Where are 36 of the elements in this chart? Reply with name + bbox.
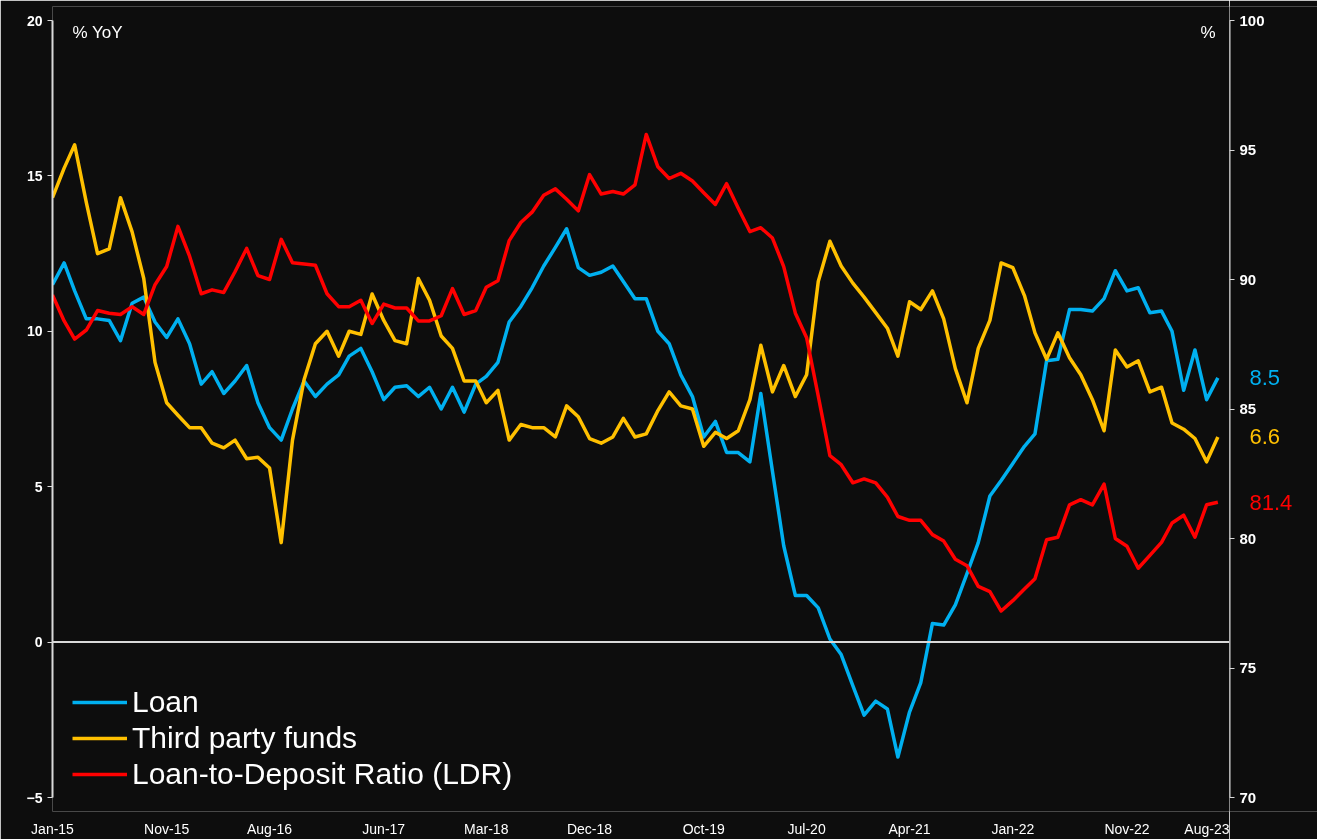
data-label: 8.5 xyxy=(1249,365,1281,391)
x-tick-label: Dec-18 xyxy=(566,820,613,837)
x-tick-label: Nov-15 xyxy=(144,820,190,837)
y-tick-label: 20 xyxy=(26,12,43,29)
y-tick-label: 10 xyxy=(26,323,43,340)
x-tick-label: Nov-22 xyxy=(1104,820,1150,837)
line-series xyxy=(52,143,1220,545)
y2-tick-label: 80 xyxy=(1239,529,1257,547)
x-tick-label: Jan-15 xyxy=(31,820,75,837)
y-tick-label: 5 xyxy=(34,478,43,495)
x-tick-label: Jul-20 xyxy=(787,820,826,837)
x-tick-label: Oct-19 xyxy=(682,820,725,837)
x-tick-label: Jan-22 xyxy=(991,820,1035,837)
line-series xyxy=(52,132,1220,613)
y2-tick-label: 100 xyxy=(1239,11,1265,29)
x-tick-label: Mar-18 xyxy=(464,820,509,837)
x-tick-label: Jun-17 xyxy=(362,820,406,837)
y2-tick-label: 95 xyxy=(1239,141,1257,158)
y-tick-label: 15 xyxy=(26,167,43,184)
x-tick-label: Aug-23 xyxy=(1184,820,1230,837)
legend-label: Loan xyxy=(132,685,199,719)
legend-label: Loan-to-Deposit Ratio (LDR) xyxy=(132,757,513,791)
x-tick-label: Apr-21 xyxy=(888,820,931,837)
y-tick-label: −5 xyxy=(26,789,43,806)
y-axis-title: % YoY xyxy=(72,22,123,42)
y2-axis-title: % xyxy=(1200,22,1216,42)
data-label: 6.6 xyxy=(1249,424,1281,450)
y2-tick-label: 90 xyxy=(1239,270,1257,288)
y2-tick-label: 85 xyxy=(1239,400,1257,417)
y2-tick-label: 70 xyxy=(1239,788,1257,806)
y2-tick-label: 75 xyxy=(1239,659,1257,676)
data-label: 81.4 xyxy=(1249,489,1293,515)
line-series xyxy=(52,226,1220,759)
y-tick-label: 0 xyxy=(34,634,43,651)
x-tick-label: Aug-16 xyxy=(247,820,293,837)
legend-label: Third party funds xyxy=(132,721,358,755)
